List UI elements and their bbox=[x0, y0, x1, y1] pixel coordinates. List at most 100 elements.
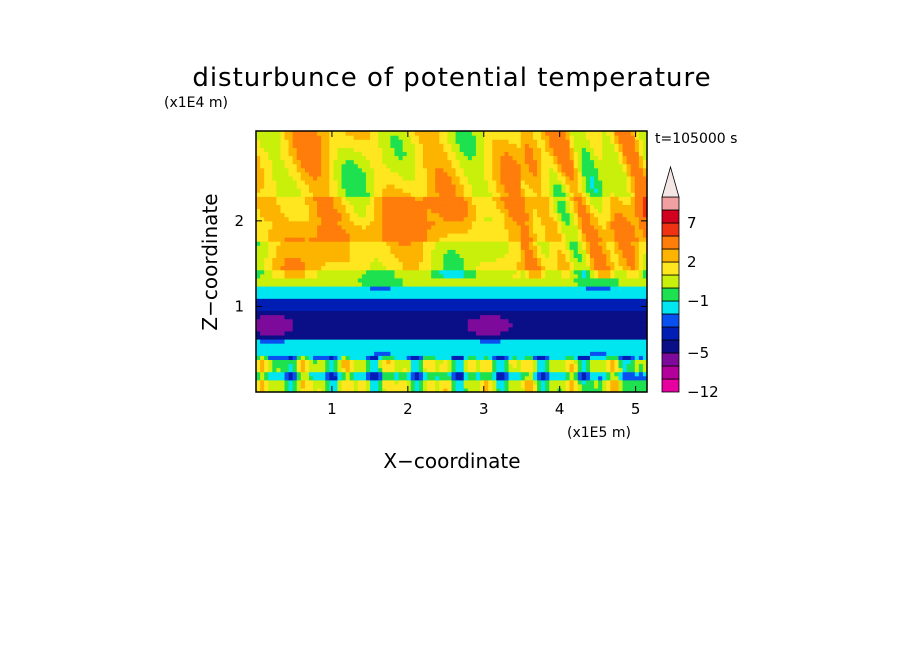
heatmap-cell bbox=[541, 249, 546, 254]
heatmap-cell bbox=[585, 253, 591, 259]
heatmap-cell bbox=[439, 220, 444, 226]
heatmap-cell bbox=[313, 245, 318, 250]
heatmap-cell bbox=[480, 212, 485, 218]
heatmap-cell bbox=[520, 371, 526, 377]
heatmap-cell bbox=[630, 184, 636, 189]
heatmap-cell bbox=[569, 237, 575, 242]
heatmap-cell bbox=[382, 212, 387, 218]
heatmap-cell bbox=[361, 188, 367, 193]
heatmap-cell bbox=[622, 318, 628, 324]
heatmap-cell bbox=[565, 371, 571, 377]
heatmap-cell bbox=[484, 196, 489, 201]
heatmap-cell bbox=[357, 216, 363, 222]
heatmap-cell bbox=[557, 318, 563, 324]
heatmap-cell bbox=[520, 245, 526, 250]
heatmap-cell bbox=[353, 281, 359, 287]
heatmap-cell bbox=[264, 208, 269, 214]
heatmap-cell bbox=[606, 200, 611, 206]
heatmap-cell bbox=[528, 294, 534, 299]
heatmap-cell bbox=[308, 232, 314, 238]
heatmap-cell bbox=[549, 367, 554, 373]
heatmap-cell bbox=[345, 326, 351, 332]
heatmap-cell bbox=[296, 261, 302, 267]
heatmap-cell bbox=[418, 265, 424, 271]
heatmap-cell bbox=[394, 351, 400, 356]
heatmap-cell bbox=[317, 179, 322, 185]
heatmap-cell bbox=[447, 355, 453, 360]
heatmap-cell bbox=[394, 237, 400, 242]
heatmap-cell bbox=[325, 184, 330, 189]
heatmap-cell bbox=[606, 367, 611, 373]
heatmap-cell bbox=[553, 343, 558, 348]
heatmap-cell bbox=[394, 196, 400, 201]
heatmap-cell bbox=[537, 314, 542, 320]
heatmap-cell bbox=[386, 310, 391, 316]
heatmap-cell bbox=[594, 379, 599, 385]
heatmap-cell bbox=[545, 220, 550, 226]
heatmap-cell bbox=[427, 375, 432, 381]
heatmap-cell bbox=[638, 184, 644, 189]
heatmap-cell bbox=[353, 330, 359, 336]
heatmap-cell bbox=[492, 375, 497, 381]
heatmap-cell bbox=[492, 347, 497, 352]
heatmap-cell bbox=[471, 277, 477, 283]
heatmap-cell bbox=[353, 338, 359, 344]
heatmap-cell bbox=[292, 363, 298, 369]
heatmap-cell bbox=[626, 347, 632, 352]
heatmap-cell bbox=[630, 314, 636, 320]
heatmap-cell bbox=[508, 216, 514, 222]
heatmap-cell bbox=[321, 257, 326, 263]
heatmap-cell bbox=[349, 273, 355, 279]
heatmap-cell bbox=[553, 241, 558, 246]
heatmap-cell bbox=[422, 273, 428, 279]
heatmap-cell bbox=[345, 347, 351, 352]
heatmap-cell bbox=[455, 241, 461, 246]
heatmap-cell bbox=[329, 290, 334, 295]
heatmap-cell bbox=[341, 196, 347, 201]
heatmap-cell bbox=[577, 273, 583, 279]
heatmap-cell bbox=[622, 220, 628, 226]
heatmap-cell bbox=[329, 359, 334, 365]
heatmap-cell bbox=[573, 355, 579, 360]
heatmap-cell bbox=[618, 232, 624, 238]
heatmap-cell bbox=[504, 196, 510, 201]
heatmap-cell bbox=[569, 322, 575, 328]
heatmap-cell bbox=[325, 253, 330, 259]
heatmap-cell bbox=[508, 249, 514, 254]
heatmap-cell bbox=[488, 200, 493, 206]
heatmap-cell bbox=[528, 188, 534, 193]
heatmap-cell bbox=[422, 249, 428, 254]
heatmap-cell bbox=[541, 371, 546, 377]
heatmap-cell bbox=[272, 273, 277, 279]
heatmap-cell bbox=[528, 387, 534, 393]
heatmap-cell bbox=[545, 379, 550, 385]
heatmap-cell bbox=[565, 330, 571, 336]
heatmap-cell bbox=[447, 204, 453, 210]
heatmap-cell bbox=[565, 379, 571, 385]
heatmap-cell bbox=[630, 253, 636, 259]
heatmap-cell bbox=[500, 298, 506, 303]
heatmap-cell bbox=[308, 220, 314, 226]
heatmap-cell bbox=[370, 212, 375, 218]
heatmap-cell bbox=[520, 179, 526, 185]
heatmap-cell bbox=[333, 179, 339, 185]
heatmap-cell bbox=[610, 196, 616, 201]
heatmap-cell bbox=[394, 277, 400, 283]
heatmap-cell bbox=[390, 359, 396, 365]
heatmap-cell bbox=[435, 330, 440, 336]
heatmap-cell bbox=[549, 232, 554, 238]
heatmap-cell bbox=[585, 277, 591, 283]
heatmap-cell bbox=[422, 277, 428, 283]
heatmap-cell bbox=[496, 302, 501, 307]
heatmap-cell bbox=[431, 322, 436, 328]
heatmap-cell bbox=[622, 351, 628, 356]
heatmap-cell bbox=[565, 257, 571, 263]
heatmap-cell bbox=[276, 188, 282, 193]
heatmap-cell bbox=[581, 237, 587, 242]
heatmap-cell bbox=[272, 265, 277, 271]
heatmap-cell bbox=[447, 383, 453, 389]
heatmap-cell bbox=[565, 216, 571, 222]
heatmap-cell bbox=[337, 298, 343, 303]
heatmap-cell bbox=[626, 281, 632, 287]
heatmap-cell bbox=[589, 383, 595, 389]
